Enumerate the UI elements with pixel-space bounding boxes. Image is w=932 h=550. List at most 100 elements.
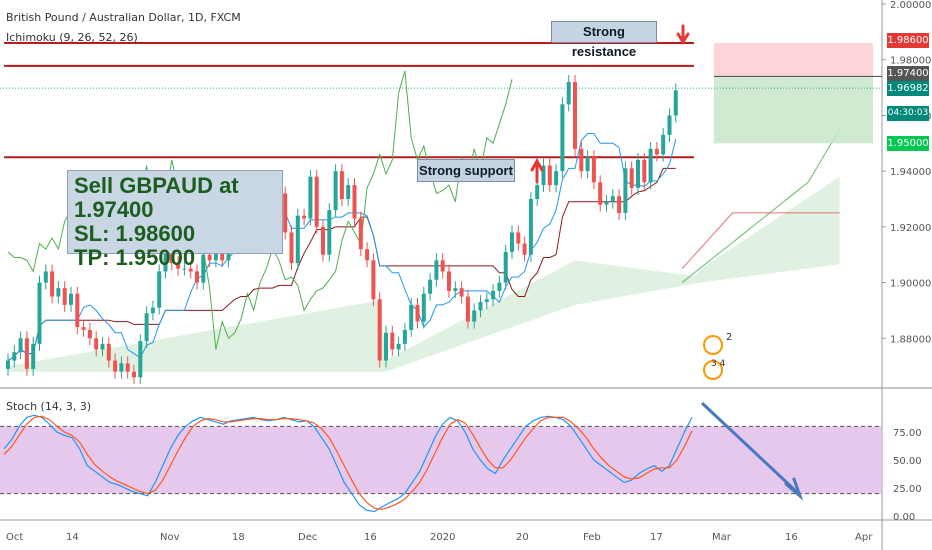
senkou-a-line — [681, 129, 841, 283]
candle-body — [573, 82, 577, 149]
candle-body — [100, 343, 105, 350]
support-label: Strong support — [417, 159, 515, 182]
x-tick-label: Dec — [298, 532, 317, 543]
candle-body — [648, 148, 653, 183]
x-tick-label: 18 — [232, 532, 245, 543]
candle-body — [604, 201, 609, 205]
x-tick-label: 2020 — [430, 532, 455, 543]
candle-body — [459, 288, 464, 297]
candle-body — [201, 254, 206, 283]
trade-sl-text: SL: 1.98600 — [74, 221, 196, 246]
candle-body — [421, 293, 426, 322]
candle-body — [6, 360, 10, 369]
trade-tp-text: TP: 1.95000 — [74, 245, 196, 270]
candle-body — [661, 134, 666, 155]
candle-body — [516, 232, 521, 244]
candle-body — [365, 249, 370, 261]
candle-body — [37, 282, 42, 344]
candle-body — [106, 343, 111, 361]
candle-body — [213, 249, 218, 261]
candle-body — [283, 193, 288, 233]
candle-body — [415, 304, 420, 322]
x-tick-label: 17 — [650, 532, 663, 543]
ichimoku-cloud — [8, 176, 840, 372]
current-price-tag: 1.96982 — [887, 81, 929, 96]
candle-body — [654, 148, 659, 155]
candle-body — [75, 293, 80, 328]
candle-body — [522, 243, 527, 255]
y-tick-label: 1.98000 — [890, 56, 931, 67]
x-tick-label: 16 — [364, 532, 377, 543]
candle-body — [339, 171, 344, 199]
sl-price-tag: 1.98600 — [887, 33, 929, 48]
candle-body — [591, 157, 596, 183]
candle-body — [478, 302, 483, 311]
candle-body — [31, 343, 36, 369]
candle-body — [623, 168, 628, 213]
x-tick-label: Mar — [712, 532, 732, 543]
candle-body — [629, 168, 634, 188]
candle-body — [125, 363, 130, 372]
candle-body — [541, 165, 546, 186]
candle-body — [150, 307, 155, 314]
candle-body — [163, 243, 168, 272]
stoch-line-d — [3, 415, 693, 510]
down-arrow-icon — [676, 24, 690, 45]
candle-body — [554, 171, 559, 186]
y-tick-label: 1.90000 — [890, 279, 931, 290]
tenkan-line — [7, 133, 677, 362]
candle-body — [352, 185, 357, 219]
kijun-line — [7, 167, 676, 362]
candle-body — [579, 148, 584, 172]
candle-body — [295, 215, 300, 264]
stoch-label[interactable]: Stoch (14, 3, 3) — [6, 400, 92, 413]
candle-body — [673, 90, 678, 116]
candle-body — [157, 271, 162, 308]
event-count: 3 4 — [711, 359, 726, 369]
candle-body — [566, 82, 571, 105]
candle-body — [491, 290, 496, 300]
candle-body — [289, 232, 294, 264]
candle-body — [176, 263, 181, 269]
candle-body — [642, 160, 647, 183]
senkou-b-line — [681, 212, 840, 269]
resistance-label: Strong resistance — [551, 21, 657, 59]
trend-arrow — [700, 401, 800, 495]
candle-body — [453, 288, 458, 291]
stoch-y-tick-label: 0.00 — [893, 512, 915, 523]
candle-body — [321, 226, 325, 255]
countdown-tag: 04:30:03 — [887, 106, 929, 121]
candle-body — [636, 160, 640, 188]
stop-loss-zone — [714, 43, 873, 77]
y-tick-label: 1.92000 — [890, 223, 931, 234]
candle-body — [94, 338, 99, 350]
candle-body — [81, 327, 86, 330]
event-count: 2 — [726, 332, 732, 343]
candle-body — [402, 329, 407, 344]
candle-body — [308, 176, 313, 219]
x-tick-label: 14 — [66, 532, 79, 543]
candle-body — [535, 185, 540, 199]
entry-price-tag: 1.97400 — [887, 66, 929, 81]
stoch-band — [0, 426, 882, 494]
candle-body — [384, 332, 388, 361]
x-tick-label: 16 — [785, 532, 798, 543]
tp-price-tag: 1.95000 — [887, 136, 929, 151]
candle-body — [390, 332, 395, 350]
candle-body — [447, 271, 451, 291]
x-tick-label: Feb — [583, 532, 601, 543]
candle-body — [327, 210, 332, 255]
stoch-y-tick-label: 75.00 — [893, 428, 922, 439]
up-arrow-icon — [530, 157, 544, 184]
candle-body — [188, 268, 193, 272]
candle-body — [119, 363, 124, 372]
candle-body — [528, 199, 533, 255]
ichimoku-label[interactable]: Ichimoku (9, 26, 52, 26) — [6, 31, 138, 44]
candle-body — [510, 232, 514, 252]
candle-body — [560, 104, 565, 172]
candle-body — [503, 251, 508, 283]
y-tick-label: 1.94000 — [890, 167, 931, 178]
candle-body — [371, 260, 376, 300]
stoch-y-tick-label: 25.00 — [893, 484, 922, 495]
